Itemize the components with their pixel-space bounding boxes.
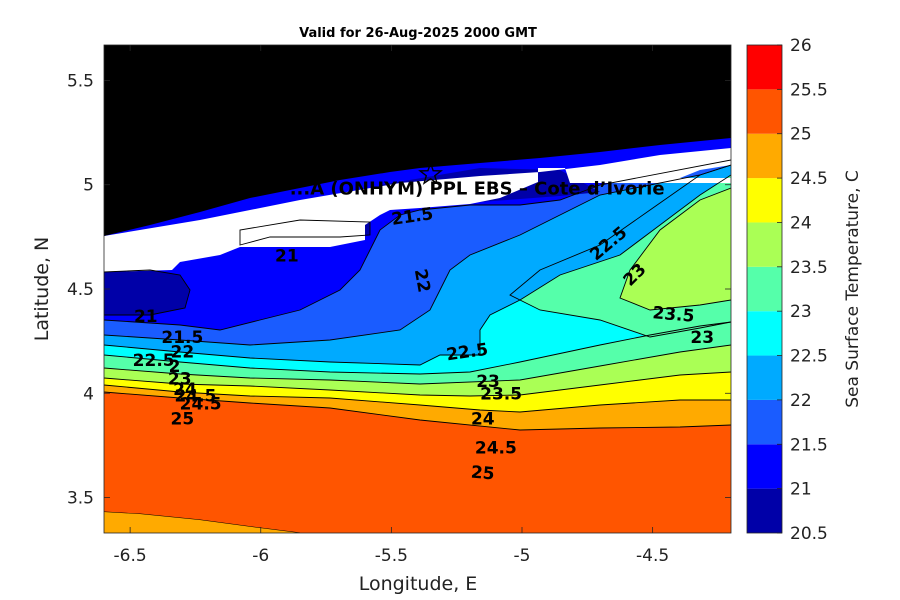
band-21.5-22 [104, 160, 731, 345]
colorbar-swatch [747, 355, 782, 400]
contour-label: 24 [173, 380, 197, 400]
band-20.5-21-west [104, 270, 190, 315]
x-tick-label: -6 [252, 546, 269, 566]
colorbar-tick-label: 25 [790, 125, 812, 145]
colorbar-tick-label: 26 [790, 36, 812, 56]
y-tick-label: 4 [83, 384, 94, 404]
chart-title: Valid for 26-Aug-2025 2000 GMT [299, 26, 537, 41]
y-tick-label: 4.5 [67, 280, 94, 300]
contour-label: 24.5 [180, 395, 222, 415]
contour-label: 24.5 [475, 438, 517, 458]
colorbar-swatch [747, 89, 782, 134]
contour-label: 24 [471, 409, 495, 429]
colorbar-swatch [747, 444, 782, 489]
colorbar-swatch [747, 45, 782, 90]
colorbar-ticks: 20.5 21 21.5 22 22.5 23 23.5 24 24.5 25 25.5 26 [777, 36, 828, 544]
colorbar-swatch [747, 133, 782, 179]
y-tick-label: 5.5 [67, 71, 94, 91]
contour-label: 2 [169, 357, 181, 377]
y-axis-label: Latitude, N [31, 237, 53, 342]
colorbar-swatch [747, 311, 782, 356]
band-22.5-23 [104, 190, 731, 374]
contour-label: 23 [168, 370, 192, 390]
contour-label: 23 [690, 328, 714, 348]
contour-label: 21 [275, 247, 299, 267]
contour-label: 25 [171, 409, 195, 429]
x-tick-label: -5 [514, 546, 531, 566]
x-axis-label: Longitude, E [359, 573, 478, 595]
contour-label: 25 [470, 463, 495, 485]
contour-label: 21.5 [161, 328, 203, 348]
contour-label: 21 [134, 307, 158, 327]
y-axis-ticks: 3.5 4 4.5 5 5.5 [67, 71, 731, 509]
nodata-strip [104, 148, 731, 272]
contour-label: 22 [410, 267, 434, 294]
colorbar-tick-label: 21.5 [790, 435, 828, 455]
band-22-22.5 [104, 165, 731, 365]
colorbar-tick-label: 24 [790, 213, 812, 233]
colorbar-tick-label: 24.5 [790, 169, 828, 189]
colorbar-tick-label: 20.5 [790, 524, 828, 544]
contour-label: 24.5 [174, 386, 216, 406]
colorbar-frame [746, 44, 783, 534]
colorbar-tick-label: 23.5 [790, 258, 828, 278]
x-tick-label: -6.5 [114, 546, 147, 566]
contour-label: 23.5 [480, 384, 522, 404]
station: ...A (ONHYM) PPL EBS – Cote d’Ivorie [290, 161, 665, 199]
colorbar-tick-label: 23 [790, 302, 812, 322]
colorbar-tick-label: 22 [790, 391, 812, 411]
colorbar-swatch [747, 178, 782, 223]
colorbar-swatch [747, 399, 782, 445]
y-tick-label: 5 [83, 176, 94, 196]
band-24.5-25-sw [104, 512, 300, 533]
land-mass[interactable] [104, 40, 731, 236]
contour-label: 23.5 [652, 303, 696, 327]
station-label: ...A (ONHYM) PPL EBS – Cote d’Ivorie [290, 178, 665, 199]
colorbar [747, 45, 782, 533]
x-axis-ticks: -6.5 -6 -5.5 -5 -4.5 [114, 45, 669, 566]
station-star-icon[interactable] [418, 161, 443, 185]
x-tick-label: -4.5 [636, 546, 669, 566]
colorbar-tick-label: 25.5 [790, 80, 828, 100]
colorbar-label: Sea Surface Temperature, C [843, 170, 863, 408]
colorbar-tick-label: 22.5 [790, 347, 828, 367]
contour-label: 22.5 [133, 351, 175, 371]
y-tick-label: 3.5 [67, 489, 94, 509]
contour-label: 23 [476, 372, 500, 392]
x-tick-label: -5.5 [375, 546, 408, 566]
colorbar-swatch [747, 266, 782, 312]
band-23.5-24-east [620, 188, 731, 310]
colorbar-tick-label: 21 [790, 480, 812, 500]
colorbar-swatch [747, 488, 782, 533]
contour-label: 22 [171, 343, 195, 363]
contour-lines [104, 159, 731, 533]
colorbar-swatch [747, 222, 782, 267]
